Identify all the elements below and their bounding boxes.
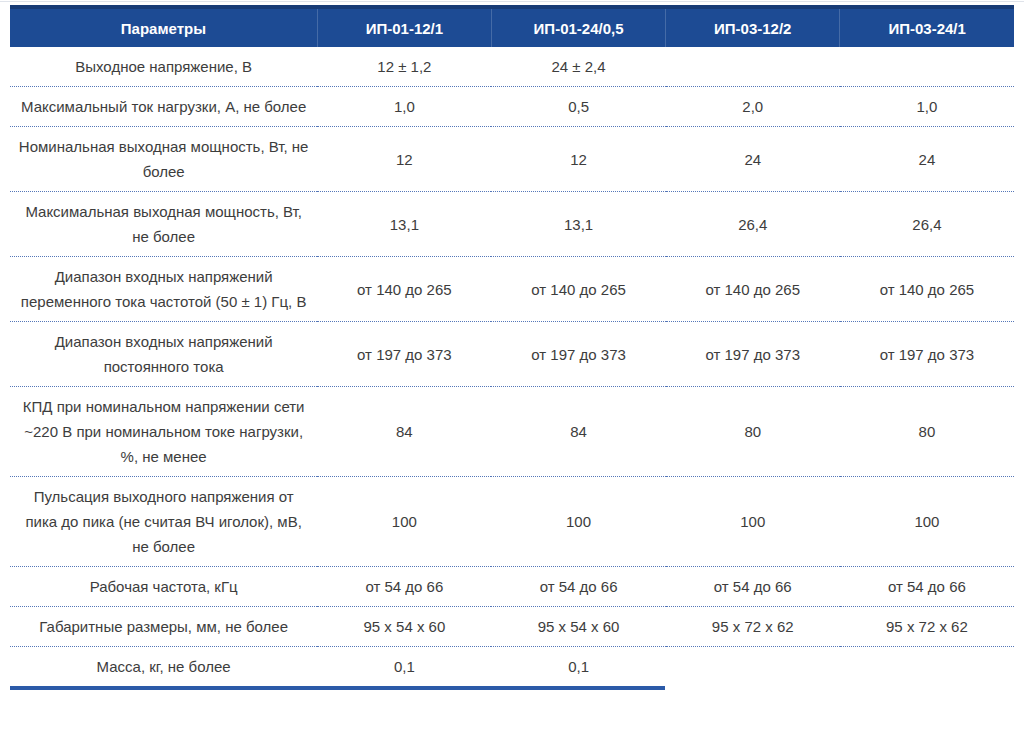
table-body: Выходное напряжение, В12 ± 1,224 ± 2,4Ма… [10, 47, 1014, 686]
cell-value: от 54 до 66 [666, 567, 840, 607]
cell-value: 12 [317, 127, 491, 192]
header-cell-model-4: ИП-03-24/1 [840, 7, 1014, 47]
row-label: Номинальная выходная мощность, Вт, не бо… [10, 127, 317, 192]
table-row: Максимальный ток нагрузки, А, не более1,… [10, 87, 1014, 127]
table-row: Рабочая частота, кГцот 54 до 66от 54 до … [10, 567, 1014, 607]
power-supply-spec-table: ПараметрыИП-01-12/1ИП-01-24/0,5ИП-03-12/… [10, 5, 1014, 686]
cell-value: 100 [666, 477, 840, 567]
cell-value: 0,1 [317, 647, 491, 687]
cell-value: 24 [666, 127, 840, 192]
row-label: Выходное напряжение, В [10, 47, 317, 87]
cell-value: 1,0 [840, 87, 1014, 127]
cell-value: 26,4 [840, 192, 1014, 257]
cell-value: 95 х 72 х 62 [840, 607, 1014, 647]
row-label: Диапазон входных напряжений постоянного … [10, 322, 317, 387]
row-label: КПД при номинальном напряжении сети ~220… [10, 387, 317, 477]
cell-value: 100 [840, 477, 1014, 567]
header-cell-model-2: ИП-01-24/0,5 [491, 7, 665, 47]
cell-value: от 140 до 265 [491, 257, 665, 322]
cell-value [666, 647, 840, 687]
cell-value: 24 [840, 127, 1014, 192]
table-row: Выходное напряжение, В12 ± 1,224 ± 2,4 [10, 47, 1014, 87]
header-cell-model-1: ИП-01-12/1 [317, 7, 491, 47]
cell-value: 84 [317, 387, 491, 477]
row-label: Максимальная выходная мощность, Вт, не б… [10, 192, 317, 257]
cell-value: 26,4 [666, 192, 840, 257]
cell-value: 100 [317, 477, 491, 567]
row-label: Габаритные размеры, мм, не более [10, 607, 317, 647]
header-cell-model-3: ИП-03-12/2 [666, 7, 840, 47]
cell-value: от 140 до 265 [317, 257, 491, 322]
cell-value: 12 ± 1,2 [317, 47, 491, 87]
table-row: Номинальная выходная мощность, Вт, не бо… [10, 127, 1014, 192]
cell-value: 84 [491, 387, 665, 477]
cell-value: от 140 до 265 [666, 257, 840, 322]
table-row: Пульсация выходного напряжения от пика д… [10, 477, 1014, 567]
cell-value: 24 ± 2,4 [491, 47, 665, 87]
row-label: Пульсация выходного напряжения от пика д… [10, 477, 317, 567]
row-label: Рабочая частота, кГц [10, 567, 317, 607]
cell-value [840, 647, 1014, 687]
cell-value: 95 х 54 х 60 [491, 607, 665, 647]
row-label: Диапазон входных напряжений переменного … [10, 257, 317, 322]
cell-value [840, 47, 1014, 87]
cell-value: от 54 до 66 [491, 567, 665, 607]
cell-value: от 54 до 66 [317, 567, 491, 607]
header-row: ПараметрыИП-01-12/1ИП-01-24/0,5ИП-03-12/… [10, 7, 1014, 47]
cell-value: 95 х 54 х 60 [317, 607, 491, 647]
cell-value: 13,1 [491, 192, 665, 257]
row-label: Масса, кг, не более [10, 647, 317, 687]
cell-value: от 140 до 265 [840, 257, 1014, 322]
cell-value: от 197 до 373 [840, 322, 1014, 387]
cell-value: 95 х 72 х 62 [666, 607, 840, 647]
cell-value: от 197 до 373 [491, 322, 665, 387]
cell-value: 80 [666, 387, 840, 477]
cell-value: от 54 до 66 [840, 567, 1014, 607]
header-cell-parameters: Параметры [10, 7, 317, 47]
table-row: Диапазон входных напряжений постоянного … [10, 322, 1014, 387]
cell-value: 1,0 [317, 87, 491, 127]
cell-value: 100 [491, 477, 665, 567]
table-row: КПД при номинальном напряжении сети ~220… [10, 387, 1014, 477]
cell-value: от 197 до 373 [317, 322, 491, 387]
top-hairline [0, 1, 1024, 2]
table-row: Максимальная выходная мощность, Вт, не б… [10, 192, 1014, 257]
cell-value: 13,1 [317, 192, 491, 257]
table-row: Диапазон входных напряжений переменного … [10, 257, 1014, 322]
cell-value: 80 [840, 387, 1014, 477]
bottom-accent-line [10, 686, 665, 690]
row-label: Максимальный ток нагрузки, А, не более [10, 87, 317, 127]
cell-value: 0,1 [491, 647, 665, 687]
cell-value [666, 47, 840, 87]
table-row: Масса, кг, не более0,10,1 [10, 647, 1014, 687]
cell-value: 0,5 [491, 87, 665, 127]
cell-value: от 197 до 373 [666, 322, 840, 387]
table-row: Габаритные размеры, мм, не более95 х 54 … [10, 607, 1014, 647]
cell-value: 12 [491, 127, 665, 192]
cell-value: 2,0 [666, 87, 840, 127]
